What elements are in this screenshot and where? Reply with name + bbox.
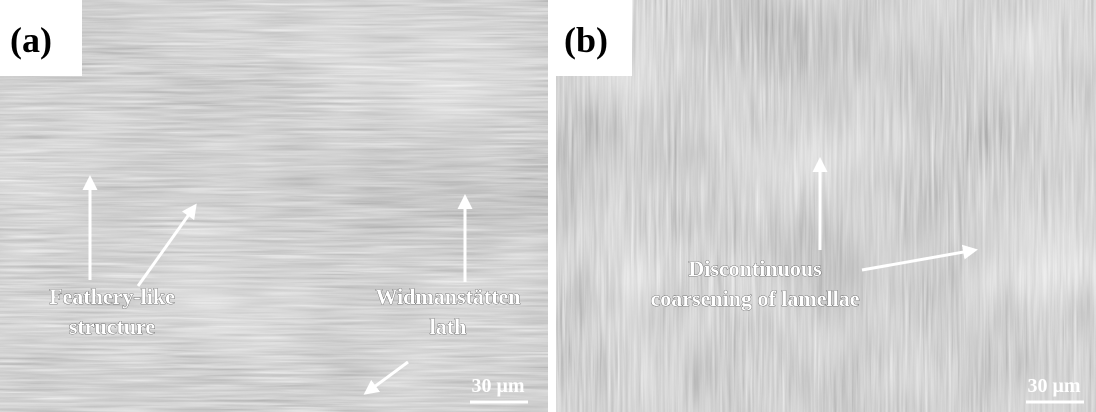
annotation: coarsening of lamellae bbox=[651, 286, 860, 311]
panel-b: (b) Discontinuous coarsening of lamellae… bbox=[556, 0, 1096, 412]
annotation: Feathery-like bbox=[49, 284, 175, 309]
panel-label: (a) bbox=[10, 20, 52, 60]
annotation: Discontinuous bbox=[688, 256, 822, 281]
annotation: lath bbox=[430, 314, 467, 339]
panel-a: (a) Feathery-like structure Widmanstätte… bbox=[0, 0, 548, 412]
scale-bar-label: 30 μm bbox=[472, 375, 525, 397]
figure: (a) Feathery-like structure Widmanstätte… bbox=[0, 0, 1096, 412]
scale-bar-label: 30 μm bbox=[1028, 375, 1081, 397]
micrograph bbox=[556, 0, 1096, 412]
annotation: structure bbox=[69, 314, 156, 339]
annotation: Widmanstätten bbox=[375, 284, 520, 309]
panel-label: (b) bbox=[564, 20, 608, 60]
